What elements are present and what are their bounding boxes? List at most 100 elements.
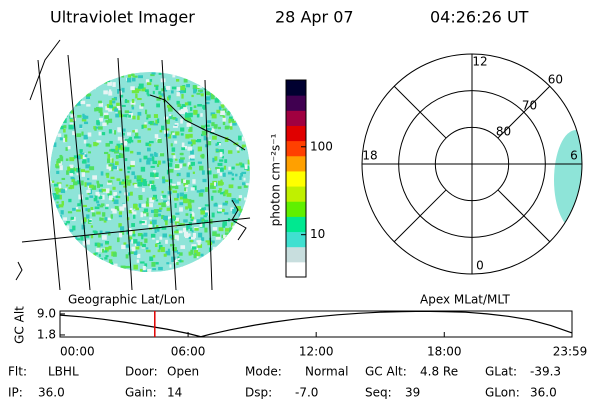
speckle <box>62 118 67 123</box>
speckle <box>188 155 191 159</box>
speckle <box>183 179 187 183</box>
speckle <box>70 114 75 118</box>
speckle <box>166 207 171 212</box>
speckle <box>230 222 234 228</box>
speckle <box>173 249 179 253</box>
speckle <box>132 77 136 82</box>
speckle <box>155 262 159 265</box>
speckle <box>121 147 125 151</box>
speckle <box>137 115 140 120</box>
speckle <box>109 157 113 163</box>
speckle <box>243 177 246 181</box>
speckle <box>231 177 235 181</box>
speckle <box>146 197 149 202</box>
speckle <box>138 75 143 79</box>
speckle <box>157 249 160 253</box>
speckle <box>151 219 157 225</box>
speckle <box>131 89 137 94</box>
speckle <box>196 219 201 225</box>
speckle <box>145 89 149 93</box>
speckle <box>188 112 193 118</box>
speckle <box>215 143 218 146</box>
lat-label: 60 <box>548 73 563 87</box>
speckle <box>187 146 193 151</box>
speckle <box>212 227 218 231</box>
speckle <box>105 204 109 207</box>
speckle <box>207 168 211 171</box>
speckle <box>200 93 204 97</box>
speckle <box>176 193 180 199</box>
speckle <box>117 237 120 243</box>
speckle <box>209 185 215 189</box>
speckle <box>67 145 71 150</box>
speckle <box>60 125 64 130</box>
speckle <box>83 217 87 222</box>
speckle <box>189 107 193 111</box>
speckle <box>153 114 158 118</box>
speckle <box>158 91 162 95</box>
speckle <box>107 232 111 236</box>
speckle <box>109 100 113 106</box>
speckle <box>232 122 237 126</box>
speckle <box>190 187 195 191</box>
speckle <box>94 107 97 112</box>
speckle <box>107 81 112 86</box>
speckle <box>202 178 207 183</box>
speckle <box>215 233 221 237</box>
speckle <box>169 158 173 163</box>
speckle <box>186 117 192 122</box>
speckle <box>96 200 100 204</box>
status-value: 39 <box>405 386 420 400</box>
speckle <box>169 169 174 173</box>
speckle <box>207 241 213 246</box>
speckle <box>134 129 138 133</box>
speckle <box>217 162 223 166</box>
speckle <box>218 227 224 232</box>
speckle <box>182 88 187 93</box>
speckle <box>141 234 144 240</box>
speckle <box>133 214 136 219</box>
speckle <box>158 266 163 271</box>
speckle <box>162 194 167 198</box>
speckle <box>140 242 143 246</box>
speckle <box>206 170 212 175</box>
speckle <box>152 254 156 258</box>
speckle <box>99 217 104 221</box>
speckle <box>143 208 149 213</box>
speckle <box>163 253 167 257</box>
speckle <box>159 236 163 240</box>
speckle <box>118 223 122 228</box>
status-value: -39.3 <box>530 365 561 379</box>
speckle <box>238 195 243 199</box>
speckle <box>213 203 218 207</box>
colorbar-band <box>286 246 306 263</box>
speckle <box>178 230 183 234</box>
speckle <box>128 111 132 114</box>
speckle <box>110 176 115 179</box>
speckle <box>216 109 221 114</box>
speckle <box>228 184 234 189</box>
speckle <box>181 94 184 99</box>
status-label: Flt: <box>8 365 27 379</box>
speckle <box>83 153 86 157</box>
speckle <box>108 195 113 201</box>
speckle <box>94 252 98 255</box>
speckle <box>69 172 74 176</box>
speckle <box>138 195 142 199</box>
speckle <box>134 245 140 250</box>
speckle <box>153 122 158 126</box>
speckle <box>154 152 157 157</box>
speckle <box>104 247 109 252</box>
speckle <box>216 168 220 173</box>
speckle <box>100 194 105 200</box>
speckle <box>191 246 197 250</box>
speckle <box>131 98 135 103</box>
speckle <box>80 235 84 241</box>
speckle <box>159 207 163 210</box>
speckle <box>224 159 228 163</box>
status-label: Seq: <box>365 386 392 400</box>
speckle <box>88 144 92 148</box>
speckle <box>72 131 76 136</box>
speckle <box>189 213 193 219</box>
speckle <box>104 151 109 155</box>
